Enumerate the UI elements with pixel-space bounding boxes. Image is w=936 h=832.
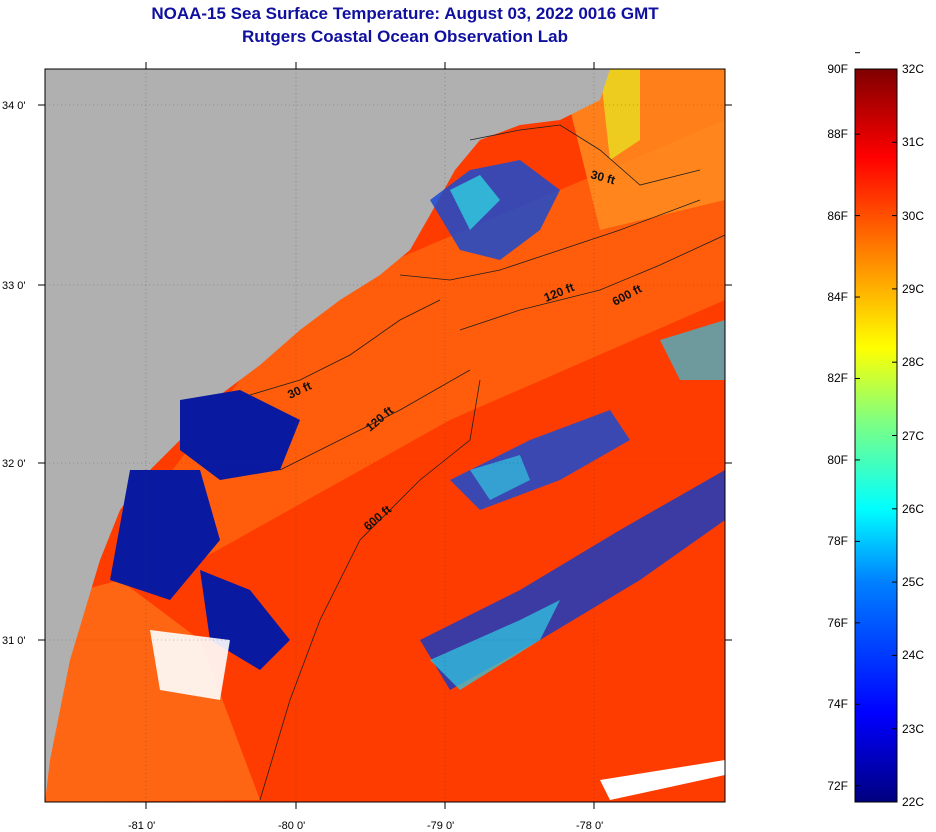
lon-label-79: -79 0' [427,820,454,832]
colorbar-label-c: 24C [902,648,925,663]
isobath-30ft-south [249,299,441,396]
colorbar-label-f: 80F [827,452,848,467]
lon-label-78: -78 0' [576,820,603,832]
colorbar [854,68,898,803]
map-frame [44,68,726,803]
map-content [45,69,725,802]
cyan-filament-1 [470,455,530,500]
colorbar-label-f: 72F [827,778,848,793]
colorbar-label-c: 23C [902,721,925,736]
colorbar-label-f: 82F [827,371,848,386]
isobath-120ft-north [399,199,701,281]
chart-subtitle: Rutgers Coastal Ocean Observation Lab [242,27,568,46]
lat-label-32: 32 0' [2,458,26,470]
cloud-patch-coast [150,630,230,700]
grid-lines [45,69,725,802]
colorbar-label-c: 27C [902,428,925,443]
colorbar-label-c: 25C [902,575,925,590]
colorbar-label-f: 84F [827,290,848,305]
colorbar-label-f: 74F [827,697,848,712]
lon-label-81: -81 0' [128,820,155,832]
lat-label-34: 34 0' [2,100,26,112]
axis-ticks [38,62,732,809]
cyan-filament-2 [430,600,560,690]
colorbar-label-f: 76F [827,615,848,630]
yellow-patch [600,69,640,160]
colorbar-label-c: 32C [902,62,925,76]
colorbar-label-f: 90F [827,62,848,76]
cyan-patch-north [450,175,500,230]
depth-label-30ft-north: 30 ft [589,167,616,187]
cloud-streak [600,760,725,800]
colorbar-label-f: 78F [827,534,848,549]
isobath-600ft [459,234,725,331]
colorbar-label-c: 26C [902,501,925,516]
cold-patch-coast-2 [110,470,220,600]
cold-patch-coast-1 [180,390,300,480]
lat-label-31: 31 0' [2,635,26,647]
isobath-600ft-south [259,379,481,801]
land [45,69,610,802]
colorbar-label-c: 22C [902,795,925,809]
southwest-warm-area [45,580,260,802]
colorbar-label-c: 31C [902,135,925,150]
colorbar-label-f: 88F [827,127,848,142]
lat-label-33: 33 0' [2,280,26,292]
isobath-30ft-north [469,124,701,186]
chart-title: NOAA-15 Sea Surface Temperature: August … [151,4,659,23]
lon-label-80: -80 0' [278,820,305,832]
colorbar-label-c: 29C [902,281,925,296]
warm-band [150,120,725,560]
cyan-patch-east [660,320,725,380]
isobath-120ft-south [279,369,471,471]
colorbar-ticks [855,52,897,803]
northeast-warm-area [560,69,725,230]
colorbar-label-f: 86F [827,208,848,223]
colorbar-label-c: 28C [902,355,925,370]
colorbar-label-c: 30C [902,208,925,223]
